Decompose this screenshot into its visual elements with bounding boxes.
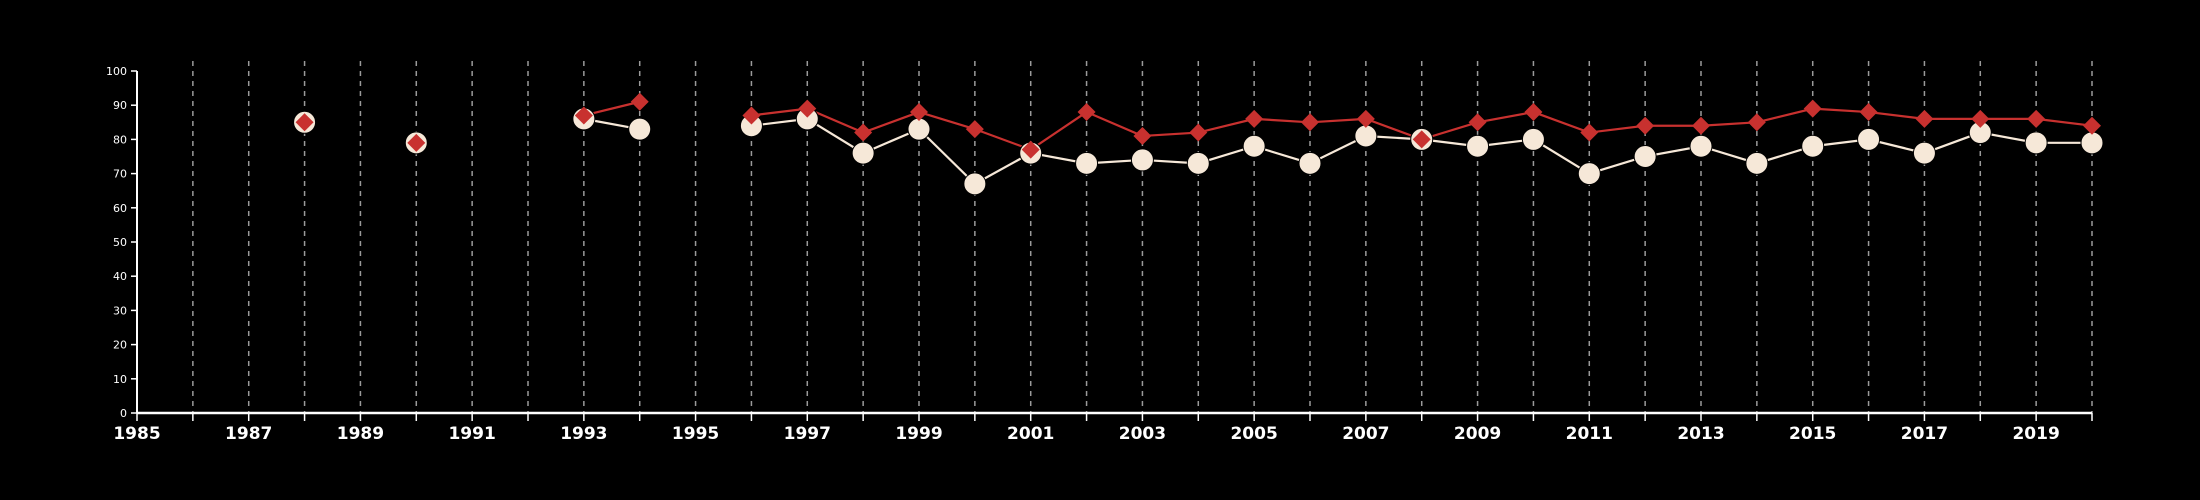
y-axis-ticks: 0 10 20 30 40 50 60 70 80 90 100 xyxy=(106,65,137,420)
series-1-point xyxy=(1466,134,1490,158)
series-2-point xyxy=(1636,116,1655,135)
series-1-point xyxy=(1633,145,1657,168)
x-tick-label: 2017 xyxy=(1901,424,1948,444)
series-2-point xyxy=(2083,116,2101,135)
x-tick-label: 2003 xyxy=(1119,424,1166,444)
series-1-point xyxy=(628,117,652,141)
series-2-point xyxy=(574,106,593,125)
series-1-point xyxy=(1577,162,1601,186)
y-tick-label: 30 xyxy=(113,304,127,317)
series-2-point xyxy=(1301,113,1319,132)
series-1-point xyxy=(907,117,931,141)
y-tick-label: 80 xyxy=(113,133,127,146)
x-tick-label: 1999 xyxy=(895,424,942,444)
series-1-point xyxy=(1745,151,1769,175)
series-2-point xyxy=(1915,109,1934,128)
series-layer xyxy=(293,92,2104,196)
x-tick-label: 1995 xyxy=(672,424,719,444)
series-1-point xyxy=(1354,124,1378,148)
series-2-point xyxy=(1747,113,1766,132)
y-tick-label: 70 xyxy=(113,168,127,181)
series-2-point xyxy=(742,106,761,125)
y-tick-label: 90 xyxy=(113,99,127,112)
series-2-point xyxy=(798,99,817,118)
series-2-point xyxy=(295,113,314,132)
series-1-point xyxy=(1912,141,1936,165)
axes xyxy=(136,71,2092,415)
series-2-point xyxy=(630,92,649,111)
x-tick-label: 2019 xyxy=(2012,424,2059,444)
series-2-point xyxy=(1859,103,1878,122)
series-2-point xyxy=(1189,123,1208,142)
y-tick-label: 100 xyxy=(106,65,127,78)
series-1-point xyxy=(1130,148,1154,172)
y-tick-label: 50 xyxy=(113,236,127,249)
series-2-point xyxy=(1580,123,1599,142)
series-2-point xyxy=(1971,109,1990,128)
series-1-point xyxy=(1689,134,1713,158)
series-2-point xyxy=(407,133,426,152)
series-2-point xyxy=(1524,103,1543,122)
series-1-point xyxy=(963,172,987,196)
series-2-point xyxy=(2027,109,2046,128)
x-tick-label: 2015 xyxy=(1789,424,1836,444)
y-tick-label: 40 xyxy=(113,270,127,283)
x-tick-label: 1985 xyxy=(113,424,160,444)
series-2-point xyxy=(1133,126,1152,145)
y-tick-label: 20 xyxy=(113,339,127,352)
series-2-point xyxy=(1077,103,1096,122)
series-2-point xyxy=(1245,109,1264,128)
series-2-point xyxy=(854,123,873,142)
grid-lines xyxy=(192,61,2093,413)
series-2-point xyxy=(1356,109,1375,128)
x-tick-label: 2007 xyxy=(1342,424,1389,444)
series-2-point xyxy=(1468,113,1487,132)
series-1-point xyxy=(1186,151,1210,175)
x-tick-label: 1997 xyxy=(784,424,831,444)
y-tick-label: 10 xyxy=(113,373,127,386)
x-axis-ticks: 1985 1987 1989 1991 1993 1995 1997 1999 2001 2003… xyxy=(113,413,2093,444)
series-1-point xyxy=(1521,127,1545,151)
series-1-point xyxy=(851,141,875,165)
series-2-point xyxy=(1412,130,1431,149)
x-tick-label: 2013 xyxy=(1677,424,1724,444)
x-tick-label: 2011 xyxy=(1566,424,1613,444)
x-tick-label: 1991 xyxy=(448,424,495,444)
series-1-point xyxy=(1857,127,1881,151)
x-tick-label: 1987 xyxy=(225,424,272,444)
series-2-point xyxy=(910,103,928,122)
series-2-point xyxy=(1021,140,1040,159)
y-tick-label: 0 xyxy=(120,407,127,420)
x-tick-label: 2009 xyxy=(1454,424,1501,444)
x-tick-label: 2005 xyxy=(1230,424,1277,444)
series-1-point xyxy=(2024,131,2048,155)
x-tick-label: 1989 xyxy=(337,424,384,444)
series-1-point xyxy=(2080,131,2104,155)
y-tick-label: 60 xyxy=(113,202,127,215)
series-2-point xyxy=(965,120,984,139)
x-tick-label: 1993 xyxy=(560,424,607,444)
series-1-point xyxy=(1242,134,1266,158)
series-1-point xyxy=(1075,151,1099,175)
x-tick-label: 2001 xyxy=(1007,424,1054,444)
series-1-point xyxy=(1298,151,1322,175)
series-2-point xyxy=(1803,99,1822,118)
series-2-point xyxy=(1692,116,1710,135)
series-1-point xyxy=(1801,134,1825,158)
